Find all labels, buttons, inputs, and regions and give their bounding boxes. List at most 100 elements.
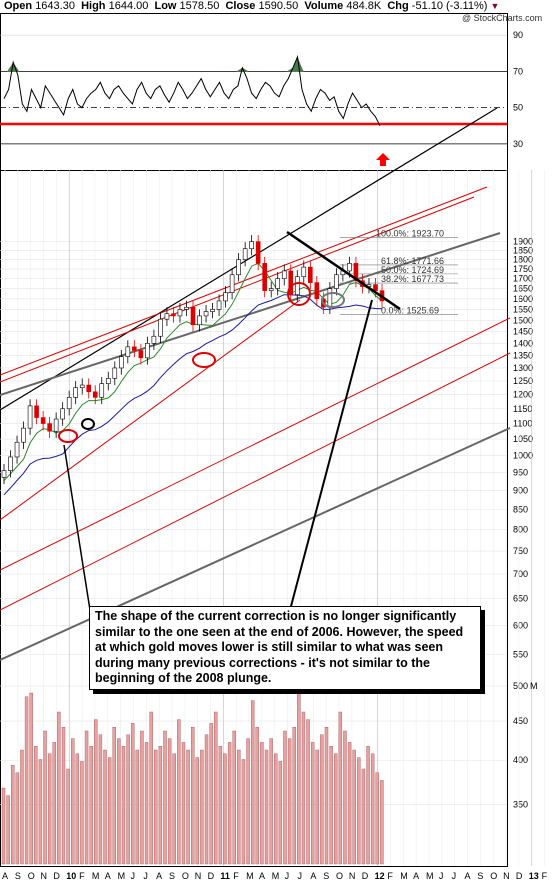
price-tick-label: 600	[513, 620, 528, 630]
volume-bar	[15, 772, 20, 865]
volume-bar	[6, 795, 10, 865]
x-tick-label: O	[28, 871, 35, 881]
volume-bar	[297, 673, 301, 865]
price-tick-label: 950	[513, 467, 528, 477]
candle-body	[60, 408, 65, 420]
price-tick-label: 900	[513, 485, 528, 495]
price-tick-label: 1850	[513, 246, 533, 256]
candle-body	[268, 288, 274, 291]
close-label: Close	[225, 0, 256, 12]
rsi-up-arrow-icon	[376, 153, 390, 166]
trend-line	[0, 352, 511, 611]
pointer-line	[63, 444, 91, 611]
volume-bar	[75, 753, 80, 865]
candle-body	[132, 346, 137, 351]
volume-bar	[149, 711, 153, 865]
volume-bar	[223, 753, 227, 865]
candle-body	[164, 313, 170, 320]
candle-body	[249, 241, 254, 250]
candle-body	[92, 391, 98, 398]
price-panel-frame	[0, 170, 508, 867]
candle-body	[190, 306, 196, 326]
candle-body	[334, 274, 339, 289]
rsi-panel-frame	[0, 13, 508, 171]
x-tick-label: J	[298, 871, 303, 881]
candle-body	[275, 278, 281, 289]
x-tick-label: S	[323, 871, 329, 881]
candle-body	[99, 383, 105, 398]
volume-bar	[94, 719, 98, 865]
volume-bar	[241, 759, 246, 865]
x-tick-label: N	[349, 871, 356, 881]
candle-body	[229, 274, 235, 293]
price-tick-label: 1300	[513, 363, 533, 373]
volume-bar	[186, 749, 190, 865]
fib-level-label: 50.0%: 1724.69	[381, 265, 444, 275]
volume-bar	[329, 746, 333, 865]
volume-axis-unit: M	[530, 681, 538, 691]
candle-body	[353, 263, 359, 281]
trend-line	[0, 196, 475, 383]
x-tick-label: A	[413, 871, 419, 881]
volume-bar	[34, 746, 38, 865]
candle-body	[347, 263, 352, 272]
volume-bar	[250, 700, 255, 865]
x-tick-label: O	[490, 871, 497, 881]
x-tick-label: S	[15, 871, 21, 881]
candle-body	[281, 270, 287, 279]
x-tick-label: D	[362, 871, 369, 881]
x-tick-label: M	[246, 871, 254, 881]
candle-body	[158, 318, 163, 337]
volume-bar	[375, 772, 379, 865]
rsi-tick-label: 30	[513, 139, 523, 149]
candle-body	[53, 418, 59, 432]
candle-body	[145, 342, 150, 359]
volume-bar	[283, 730, 287, 865]
volume-bar	[112, 727, 116, 865]
volume-bar	[66, 768, 70, 865]
candle-body	[112, 367, 118, 379]
candle-body	[27, 405, 33, 429]
highlight-circle	[192, 352, 216, 368]
x-tick-label: 13	[529, 871, 539, 881]
volume-bar	[24, 696, 29, 865]
volume-bar	[98, 734, 103, 865]
x-tick-label: A	[156, 871, 162, 881]
volume-bar	[260, 742, 264, 865]
volume-bar	[71, 738, 75, 865]
volume-bar	[357, 757, 361, 865]
candle-body	[242, 248, 248, 260]
low-value: 1578.50	[179, 0, 220, 12]
volume-bar	[158, 746, 163, 865]
volume-bar	[264, 749, 269, 865]
price-tick-label: 1350	[513, 350, 533, 360]
x-tick-label: J	[130, 871, 135, 881]
price-tick-label: 1700	[513, 274, 533, 284]
volume-bar	[306, 719, 310, 865]
price-tick-label: 1050	[513, 434, 533, 444]
volume-bar	[61, 727, 66, 865]
volume-bar	[274, 753, 278, 865]
price-tick-label: 1400	[513, 338, 533, 348]
candle-body	[288, 270, 294, 296]
x-tick-label: 12	[375, 871, 385, 881]
price-tick-label: 1650	[513, 284, 533, 294]
fib-level-label: 38.2%: 1677.73	[381, 274, 444, 284]
candle-body	[262, 263, 267, 291]
candle-body	[171, 313, 176, 317]
volume-bar	[310, 742, 315, 865]
candle-body	[197, 315, 202, 326]
volume-bar	[103, 749, 107, 865]
candle-body	[66, 397, 72, 410]
x-tick-label: M	[426, 871, 434, 881]
volume-bar	[47, 753, 52, 865]
pointer-line	[289, 299, 373, 611]
candle-body	[373, 284, 378, 291]
x-tick-label: N	[41, 871, 48, 881]
volume-bar	[84, 730, 89, 865]
price-tick-label: 1750	[513, 264, 533, 274]
volume-label: Volume	[304, 0, 344, 12]
price-tick-label: 1800	[513, 255, 533, 265]
candle-body	[79, 384, 85, 389]
correction-trendline	[286, 230, 401, 311]
